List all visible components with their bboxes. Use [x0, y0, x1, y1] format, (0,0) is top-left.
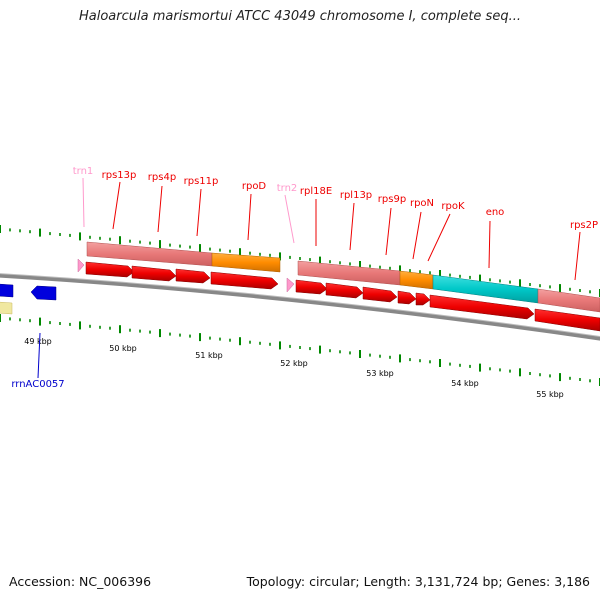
leader-line: [112, 181, 121, 230]
kbp-labels: 49 kbp 50 kbp 51 kbp 52 kbp 53 kbp 54 kb…: [24, 337, 564, 399]
gene-arrow[interactable]: [429, 294, 535, 320]
gene-arrow[interactable]: [131, 265, 177, 282]
leader-line: [37, 332, 41, 379]
leader-line: [427, 213, 451, 262]
gene-label-rps11p[interactable]: rps11p: [184, 176, 219, 187]
rrna-arrow[interactable]: [30, 285, 57, 301]
gene-label-trn1[interactable]: trn1: [73, 166, 94, 177]
gene-label-rpl13p[interactable]: rpl13p: [340, 190, 372, 201]
tick-label: 52 kbp: [280, 359, 308, 368]
gene-label-eno[interactable]: eno: [486, 207, 505, 218]
rrna-label-rrnAC0057[interactable]: rrnAC0057: [11, 379, 64, 390]
accession-text: Accession: NC_006396: [9, 574, 152, 589]
gene-label-rpoN[interactable]: rpoN: [410, 198, 434, 209]
cds-segment[interactable]: [399, 270, 434, 290]
leader-line: [488, 220, 491, 269]
tick-label: 54 kbp: [451, 379, 479, 388]
leader-line: [157, 185, 163, 233]
tick-label: 53 kbp: [366, 369, 394, 378]
tick-label: 55 kbp: [536, 390, 564, 399]
inner-tick-track: [0, 314, 600, 386]
cds-segment[interactable]: [537, 288, 600, 313]
gene-arrow[interactable]: [397, 290, 417, 305]
left-misc-feature[interactable]: [0, 301, 13, 315]
leader-line: [284, 194, 295, 244]
leader-line: [574, 231, 581, 281]
gene-label-rps13p[interactable]: rps13p: [102, 170, 137, 181]
backbone-line: [0, 273, 600, 341]
leader-line: [385, 207, 392, 256]
gene-labels: trn1 rps13p rps4p rps11p rpoD trn2 rpl18…: [73, 166, 598, 281]
backbone-highlight: [0, 273, 600, 338]
gene-arrow[interactable]: [534, 308, 600, 332]
gene-label-rps9p[interactable]: rps9p: [378, 194, 406, 205]
leader-line: [82, 177, 85, 228]
gene-arrow[interactable]: [415, 292, 431, 306]
tick-label: 51 kbp: [195, 351, 223, 360]
left-gene-arrow[interactable]: [0, 283, 14, 298]
leader-line: [196, 188, 202, 237]
gene-label-rps2P[interactable]: rps2P: [570, 220, 598, 231]
leader-line: [412, 211, 422, 260]
gene-label-trn2[interactable]: trn2: [277, 183, 298, 194]
tick-label: 49 kbp: [24, 337, 52, 346]
tick-label: 50 kbp: [109, 344, 137, 353]
leader-line: [247, 193, 252, 241]
trna-arrow[interactable]: [77, 258, 85, 273]
gene-arrow[interactable]: [325, 282, 364, 299]
gene-label-rps4p[interactable]: rps4p: [148, 172, 176, 183]
gene-label-rpl18E[interactable]: rpl18E: [300, 186, 332, 197]
cds-segment[interactable]: [86, 241, 213, 267]
cds-segment[interactable]: [297, 260, 401, 286]
map-title: Haloarcula marismortui ATCC 43049 chromo…: [79, 9, 521, 24]
gene-arrow[interactable]: [210, 271, 279, 290]
trna-arrow[interactable]: [286, 277, 295, 293]
leader-line: [349, 202, 355, 251]
gene-arrow[interactable]: [362, 286, 398, 303]
gene-track: [85, 261, 600, 332]
topology-text: Topology: circular; Length: 3,131,724 bp…: [246, 574, 590, 589]
gene-label-rpoK[interactable]: rpoK: [441, 201, 465, 212]
cds-track: [77, 241, 600, 313]
gene-label-rpoD[interactable]: rpoD: [242, 181, 267, 192]
gene-arrow[interactable]: [175, 268, 211, 284]
gene-arrow[interactable]: [295, 279, 328, 295]
gene-arrow[interactable]: [85, 261, 135, 278]
outer-tick-track: [0, 225, 600, 297]
cds-segment[interactable]: [211, 252, 281, 273]
